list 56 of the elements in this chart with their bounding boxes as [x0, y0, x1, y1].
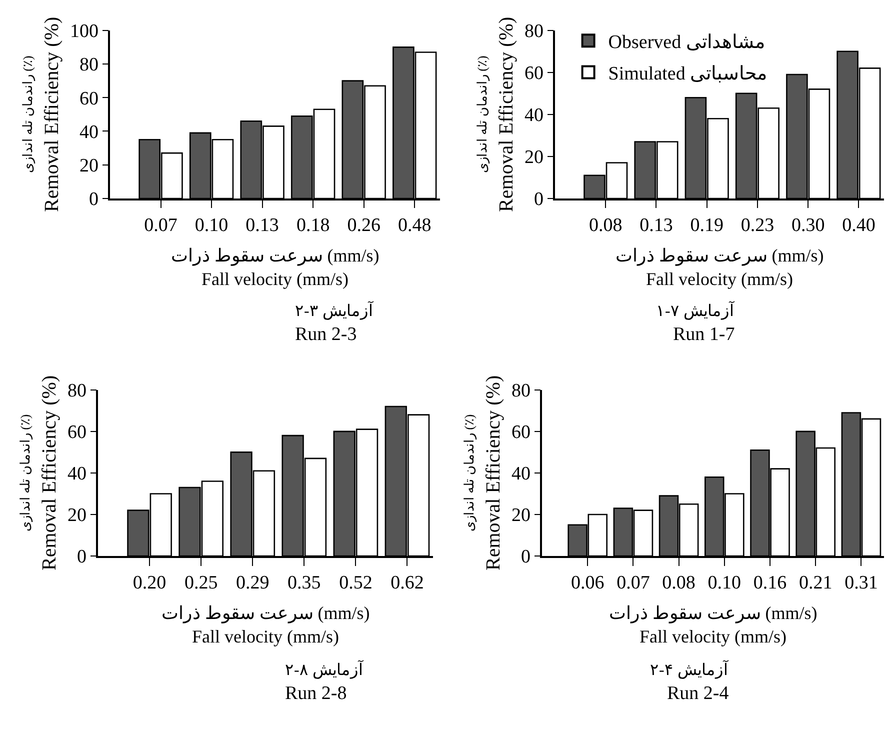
text: آزمایش ۷-۱	[656, 300, 736, 320]
y-tick-label: 0	[534, 189, 544, 210]
text: Run 1-7	[673, 324, 735, 345]
x-tick-label: 0.10	[194, 215, 228, 236]
y-tick-label: 80	[67, 380, 86, 402]
x-tick-label: 0.26	[347, 215, 380, 236]
y-tick-label: 0	[520, 546, 530, 568]
x-tick-label: 0.29	[236, 572, 270, 594]
x-tick-label: 0.31	[844, 572, 878, 594]
x-tick-label: 0.48	[398, 215, 432, 236]
y-tick-label: 40	[511, 464, 530, 485]
x-tick-label: 0.35	[288, 572, 321, 594]
text: آزمایش ۸-۲	[285, 659, 364, 679]
y-tick-label: 60	[79, 88, 98, 110]
x-tick-label: 0.06	[570, 572, 604, 594]
y-tick-label: 80	[79, 54, 98, 76]
y-tick-label: 60	[67, 422, 86, 444]
x-tick-label: 0.10	[708, 572, 742, 594]
x-tick-label: 0.40	[842, 215, 876, 236]
x-tick-label: 0.07	[616, 572, 650, 594]
y-tick-label: 80	[524, 21, 544, 42]
text: آزمایش ۳-۲	[295, 300, 374, 320]
x-tick-label: 0.16	[753, 572, 787, 594]
y-tick-label: 60	[511, 422, 530, 444]
x-tick-label: 0.62	[390, 572, 424, 594]
y-tick-label: 40	[79, 122, 98, 143]
x-tick-label: 0.21	[798, 572, 832, 594]
y-tick-label: 20	[79, 155, 98, 176]
x-tick-label: 0.20	[132, 572, 166, 594]
x-tick-label: 0.08	[662, 572, 696, 594]
x-tick-label: 0.08	[588, 215, 622, 236]
x-tick-label: 0.19	[690, 215, 724, 236]
text: Run 2-3	[295, 324, 357, 345]
y-tick-label: 0	[76, 546, 86, 568]
y-tick-label: 20	[67, 505, 86, 526]
y-tick-label: 20	[524, 147, 544, 168]
text: Run 2-4	[667, 683, 730, 704]
x-tick-label: 0.25	[184, 572, 218, 594]
x-tick-label: 0.13	[640, 215, 673, 236]
y-tick-label: 40	[67, 464, 86, 485]
x-tick-label: 0.52	[339, 572, 372, 594]
x-tick-label: 0.23	[740, 215, 774, 236]
y-tick-label: 100	[70, 21, 98, 42]
legend-label: Observed مشاهداتی	[608, 32, 765, 54]
text: آزمایش ۴-۲	[650, 659, 730, 679]
x-tick-label: 0.18	[296, 215, 330, 236]
x-tick-label: 0.13	[246, 215, 279, 236]
x-tick-label: 0.30	[791, 215, 825, 236]
x-tick-label: 0.07	[144, 215, 178, 236]
legend-label: Simulated محاسباتی	[608, 64, 768, 85]
y-tick-label: 60	[524, 63, 544, 84]
y-tick-label: 40	[524, 105, 544, 126]
y-tick-label: 20	[511, 505, 530, 526]
text: Run 2-8	[285, 683, 347, 704]
y-tick-label: 80	[511, 380, 530, 402]
y-tick-label: 0	[88, 189, 98, 210]
